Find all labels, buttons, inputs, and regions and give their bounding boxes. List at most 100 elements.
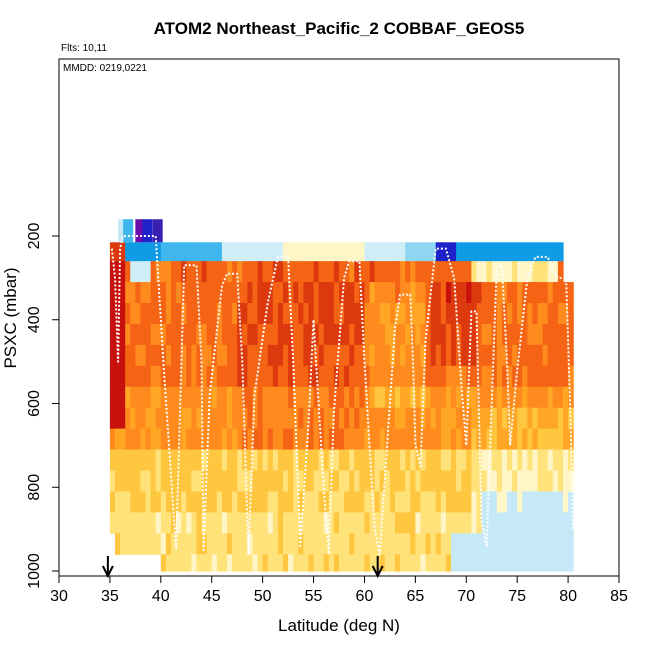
heatmap-cell [496,491,503,513]
heatmap-cell [476,428,483,451]
heatmap-cell [247,344,254,367]
heatmap-cell [491,512,498,534]
heatmap-cell [568,303,574,325]
heatmap-cell [486,512,493,534]
heatmap-cell [191,344,198,367]
heatmap-cell [512,449,518,472]
heatmap-cell [501,428,508,451]
heatmap-cell [165,554,172,572]
heatmap-cell [369,282,376,304]
heatmap-cell [466,449,472,472]
heatmap-cell [496,261,503,283]
heatmap-cell [405,449,411,472]
heatmap-cell [206,282,213,304]
heatmap-cell [374,449,381,472]
heatmap-cell [527,512,534,534]
heatmap-cell [277,365,284,388]
heatmap-cell [252,554,259,572]
heatmap-cell [557,470,564,493]
heatmap-cell [181,512,187,534]
heatmap-cell [451,365,457,388]
heatmap-cell [288,282,294,304]
heatmap-cell [125,365,131,388]
heatmap-cell [496,344,503,367]
heatmap-cell [542,470,549,493]
heatmap-cell [303,470,310,493]
heatmap-cell [288,470,294,493]
heatmap-cell [344,282,350,304]
heatmap-cell [379,449,386,472]
heatmap-cell [252,261,259,283]
heatmap-cell [471,344,478,367]
heatmap-cell [293,428,299,451]
heatmap-cell [272,449,279,472]
heatmap-cell [430,282,437,304]
heatmap-cell [191,554,198,572]
heatmap-cell [196,386,203,409]
heatmap-cell [471,428,478,451]
heatmap-cell [395,449,401,472]
heatmap-cell [293,242,299,263]
heatmap-cell [191,449,198,472]
heatmap-cell [389,323,396,346]
y-tick-label: 400 [26,306,43,333]
heatmap-cell [308,554,315,572]
heatmap-cell [171,449,177,472]
heatmap-cell [344,470,350,493]
heatmap-cell [237,242,243,263]
heatmap-cell [451,554,457,572]
heatmap-cell [160,533,167,555]
heatmap-cell [196,533,203,555]
heatmap-cell [542,303,549,325]
heatmap-cell [379,323,386,346]
heatmap-cell [115,282,121,304]
heatmap-cell [507,449,513,472]
heatmap-cell [115,261,121,283]
heatmap-cell [272,386,279,409]
heatmap-cell [522,428,528,451]
heatmap-cell [400,242,406,263]
heatmap-cell [430,261,437,283]
heatmap-cell [512,282,518,304]
heatmap-cell [456,407,462,430]
heatmap-cell [140,470,147,493]
heatmap-cell [547,242,554,263]
heatmap-cell [440,533,447,555]
heatmap-cell [206,512,213,534]
heatmap-cell [130,261,136,283]
heatmap-cell [232,344,238,367]
heatmap-cell [206,242,213,263]
heatmap-cell [267,344,274,367]
heatmap-cell [364,554,371,572]
heatmap-cell [491,470,498,493]
heatmap-cell [563,512,569,534]
heatmap-cell [303,344,310,367]
heatmap-cell [109,344,116,367]
heatmap-cell [425,242,432,263]
heatmap-cell [400,365,406,388]
heatmap-cell [145,242,152,263]
heatmap-cell [563,323,569,346]
heatmap-cell [517,323,523,346]
heatmap-cell [354,533,360,555]
heatmap-cell [349,512,355,534]
heatmap-cell [211,323,218,346]
heatmap-cell [379,344,386,367]
heatmap-cell [242,261,248,283]
heatmap-cell [537,533,544,555]
x-tick-label: 30 [50,588,68,605]
heatmap-cell [150,386,157,409]
heatmap-cell [201,344,208,367]
heatmap-cell [232,512,238,534]
heatmap-cell [232,365,238,388]
heatmap-cell [537,449,544,472]
heatmap-cell [130,344,136,367]
heatmap-cell [201,303,208,325]
heatmap-cell [445,365,452,388]
heatmap-cell [323,323,330,346]
heatmap-cell [318,533,325,555]
heatmap-cell [359,282,366,304]
heatmap-cell [354,449,360,472]
heatmap-cell [298,533,304,555]
heatmap-cell [176,512,182,534]
